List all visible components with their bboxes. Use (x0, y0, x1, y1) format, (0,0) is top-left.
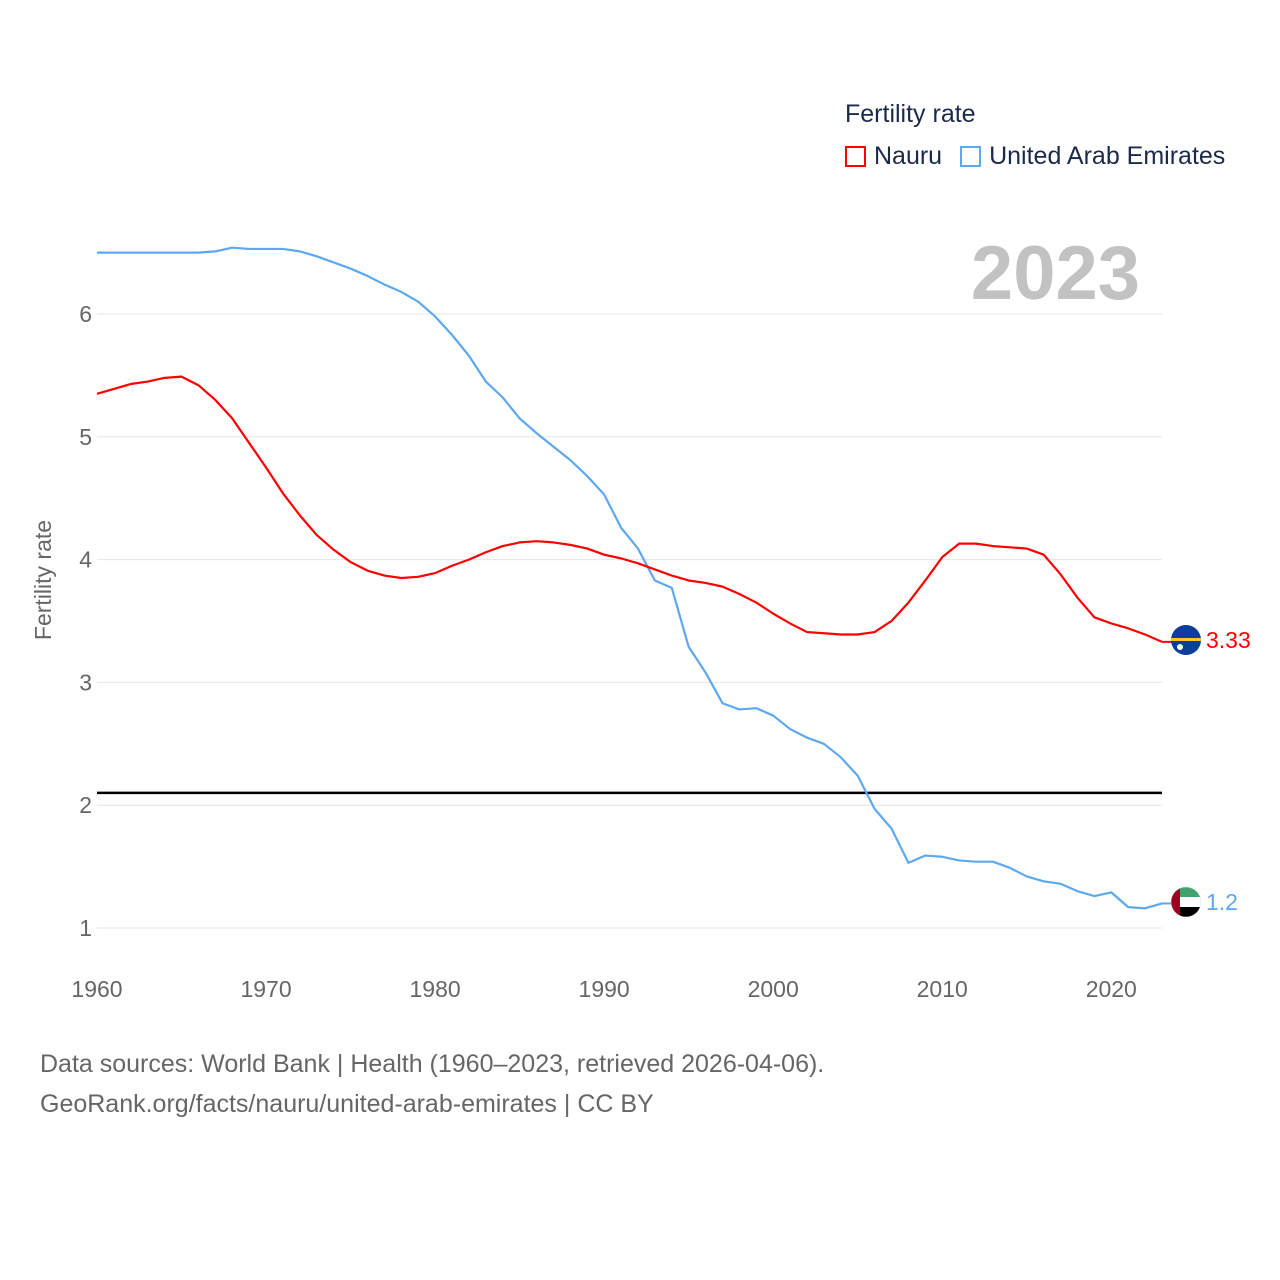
y-tick-label: 5 (79, 424, 92, 450)
x-tick-label: 2020 (1086, 976, 1137, 1002)
y-tick-label: 2 (79, 792, 92, 818)
y-tick-label: 1 (79, 915, 92, 941)
y-axis-label: Fertility rate (30, 520, 56, 640)
grid-lines (97, 313, 1162, 929)
series-line-nauru (96, 375, 1163, 643)
data-source-text: Data sources: World Bank | Health (1960–… (40, 1050, 825, 1078)
nauru-end-label: 3.33 (1206, 627, 1251, 653)
nauru-flag-icon (1171, 625, 1201, 655)
x-tick-label: 1990 (579, 976, 630, 1002)
legend-item-nauru[interactable]: Nauru (845, 142, 942, 171)
legend: Nauru United Arab Emirates (845, 142, 1243, 171)
y-tick-label: 6 (79, 301, 92, 327)
x-tick-label: 1960 (71, 976, 122, 1002)
uae-end-label: 1.2 (1206, 889, 1238, 915)
x-tick-label: 2010 (917, 976, 968, 1002)
attribution-link[interactable]: GeoRank.org/facts/nauru/united-arab-emir… (40, 1090, 654, 1118)
x-tick-label: 2000 (748, 976, 799, 1002)
footer: Data sources: World Bank | Health (1960–… (40, 1044, 824, 1124)
series-lines (96, 246, 1172, 910)
legend-title: Fertility rate (845, 100, 976, 128)
y-tick-label: 3 (79, 669, 92, 695)
year-label: 2023 (971, 231, 1140, 316)
x-axis-ticks: 1960 1970 1980 1990 2000 2010 2020 (71, 976, 1136, 1002)
legend-swatch-nauru (845, 146, 866, 167)
x-tick-label: 1980 (410, 976, 461, 1002)
legend-label: Nauru (874, 142, 943, 170)
uae-flag-icon (1170, 886, 1202, 918)
y-tick-label: 4 (79, 547, 92, 573)
legend-item-uae[interactable]: United Arab Emirates (960, 142, 1225, 171)
legend-label: United Arab Emirates (989, 142, 1226, 170)
series-line-united-arab-emirates (97, 246, 1163, 910)
y-axis-ticks: 1 2 3 4 5 6 (79, 301, 92, 941)
x-tick-label: 1970 (240, 976, 291, 1002)
legend-swatch-uae (960, 146, 982, 167)
